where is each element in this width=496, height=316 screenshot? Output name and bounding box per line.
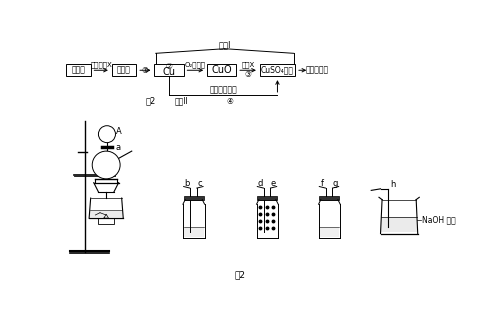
Text: CuSO₄溶液: CuSO₄溶液: [261, 66, 294, 75]
Text: Cu: Cu: [163, 67, 176, 77]
Circle shape: [98, 126, 116, 143]
Text: ②: ②: [166, 62, 173, 71]
Text: 途径I: 途径I: [219, 40, 231, 49]
Text: CuO: CuO: [211, 65, 232, 75]
Bar: [66, 64, 91, 76]
Text: c: c: [197, 179, 202, 188]
Text: 足量试剂X: 足量试剂X: [91, 62, 113, 68]
Text: ④: ④: [226, 97, 233, 106]
Text: ①: ①: [141, 66, 148, 75]
Bar: [257, 196, 277, 200]
Text: 图2: 图2: [235, 270, 246, 280]
Text: h: h: [390, 180, 395, 189]
Bar: [259, 64, 295, 76]
Text: a: a: [115, 143, 121, 152]
Bar: [319, 196, 339, 200]
Text: 试剂X: 试剂X: [242, 62, 254, 68]
Text: 混合物: 混合物: [117, 66, 131, 75]
Bar: [207, 64, 237, 76]
Bar: [90, 210, 123, 216]
Text: NaOH 溶液: NaOH 溶液: [422, 215, 455, 224]
Text: A: A: [116, 127, 122, 137]
Text: ③: ③: [245, 70, 251, 79]
Bar: [184, 227, 204, 237]
Text: e: e: [271, 179, 276, 188]
Text: b: b: [184, 179, 189, 188]
Bar: [112, 64, 136, 76]
Bar: [98, 218, 114, 224]
Bar: [381, 216, 417, 232]
Bar: [154, 64, 184, 76]
Text: g: g: [333, 179, 338, 188]
Text: f: f: [321, 179, 324, 188]
Bar: [184, 196, 204, 200]
Text: 途径II: 途径II: [175, 97, 188, 106]
Text: 图2: 图2: [146, 97, 156, 106]
Text: 浓硫酸，加热: 浓硫酸，加热: [209, 86, 237, 95]
Text: O₂，加热: O₂，加热: [185, 62, 206, 68]
Text: d: d: [258, 179, 263, 188]
Text: 废铜料: 废铜料: [71, 66, 85, 75]
Circle shape: [92, 151, 120, 179]
Bar: [319, 227, 339, 237]
Text: 硫酸铜晶体: 硫酸铜晶体: [306, 66, 328, 75]
